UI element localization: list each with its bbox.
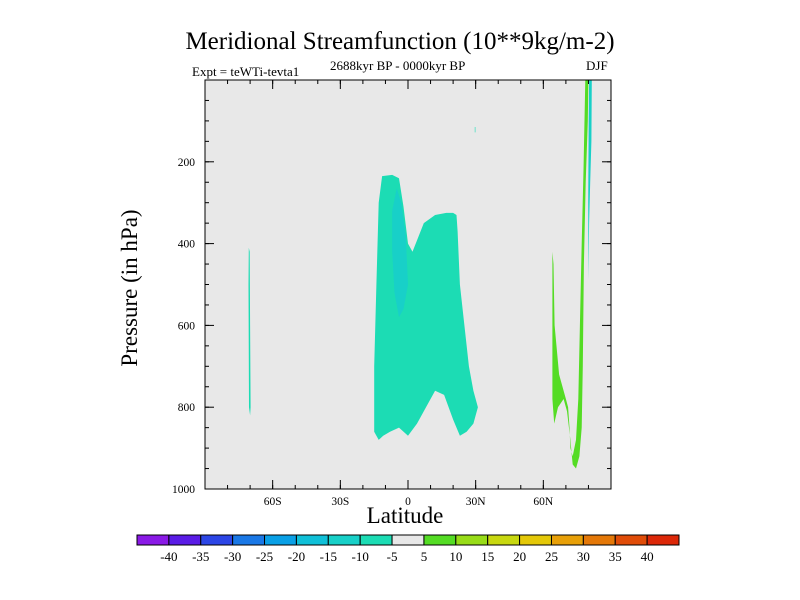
x-tick-label: 30S <box>331 496 349 508</box>
colorbar-swatch <box>455 534 489 546</box>
colorbar-swatch <box>487 534 521 546</box>
colorbar-label: 25 <box>545 549 558 564</box>
colorbar-swatch <box>614 534 648 546</box>
colorbar-label: -35 <box>192 549 209 564</box>
contour-neg-5-60s-strip <box>248 247 251 416</box>
colorbar-swatch <box>423 534 457 546</box>
contour-neg-10-tropics <box>392 188 408 318</box>
x-axis-label: Latitude <box>366 503 444 528</box>
colorbar: -40 -35 -30 -25 -20 -15 -10 -5 5 10 15 20 25 30 35 40 <box>136 534 680 564</box>
x-tick-label: 60N <box>533 496 554 508</box>
colorbar-label: 40 <box>641 549 654 564</box>
colorbar-swatch <box>295 534 329 546</box>
colorbar-swatch <box>359 534 393 546</box>
colorbar-label: -40 <box>160 549 177 564</box>
colorbar-label: -25 <box>256 549 273 564</box>
colorbar-swatch <box>200 534 234 546</box>
colorbar-swatch <box>582 534 616 546</box>
y-tick-label: 600 <box>178 320 196 332</box>
colorbar-label: 35 <box>609 549 622 564</box>
colorbar-label: -10 <box>352 549 369 564</box>
colorbar-label: -5 <box>387 549 398 564</box>
chart-title: Meridional Streamfunction (10**9kg/m-2) <box>185 28 615 55</box>
colorbar-swatch <box>646 534 680 546</box>
colorbar-label: 5 <box>421 549 428 564</box>
colorbar-label: -20 <box>288 549 305 564</box>
colorbar-swatch <box>232 534 266 546</box>
period-label: 2688kyr BP - 0000kyr BP <box>330 58 466 73</box>
x-tick-label: 0 <box>405 496 411 508</box>
colorbar-swatch <box>327 534 361 546</box>
colorbar-label: -30 <box>224 549 241 564</box>
y-tick-label: 400 <box>178 239 196 251</box>
colorbar-swatch <box>391 534 425 546</box>
x-tick-label: 60S <box>264 496 282 508</box>
contour-neg-5-30n-dot <box>474 127 476 133</box>
colorbar-swatch <box>136 534 170 546</box>
x-tick-label: 30N <box>466 496 487 508</box>
contour-pos-5-northern-cell <box>552 80 589 469</box>
experiment-label: Expt = teWTi-tevta1 <box>192 64 300 79</box>
colorbar-label: -15 <box>320 549 337 564</box>
contour-neg-10-80n-strip <box>588 80 592 281</box>
y-tick-label: 800 <box>178 402 196 414</box>
colorbar-swatch <box>168 534 202 546</box>
colorbar-label: 30 <box>577 549 590 564</box>
contour-regions <box>248 80 592 469</box>
season-label: DJF <box>586 58 608 73</box>
colorbar-swatch <box>264 534 297 546</box>
colorbar-label: 10 <box>449 549 462 564</box>
colorbar-swatch <box>550 534 584 546</box>
axis-ticks: 60S 30S 0 30N 60N 200 400 600 800 1000 <box>172 80 611 508</box>
colorbar-label: 15 <box>481 549 494 564</box>
y-tick-label: 200 <box>178 157 196 169</box>
colorbar-swatch <box>519 534 552 546</box>
y-tick-label: 1000 <box>172 484 195 496</box>
colorbar-label: 20 <box>513 549 526 564</box>
